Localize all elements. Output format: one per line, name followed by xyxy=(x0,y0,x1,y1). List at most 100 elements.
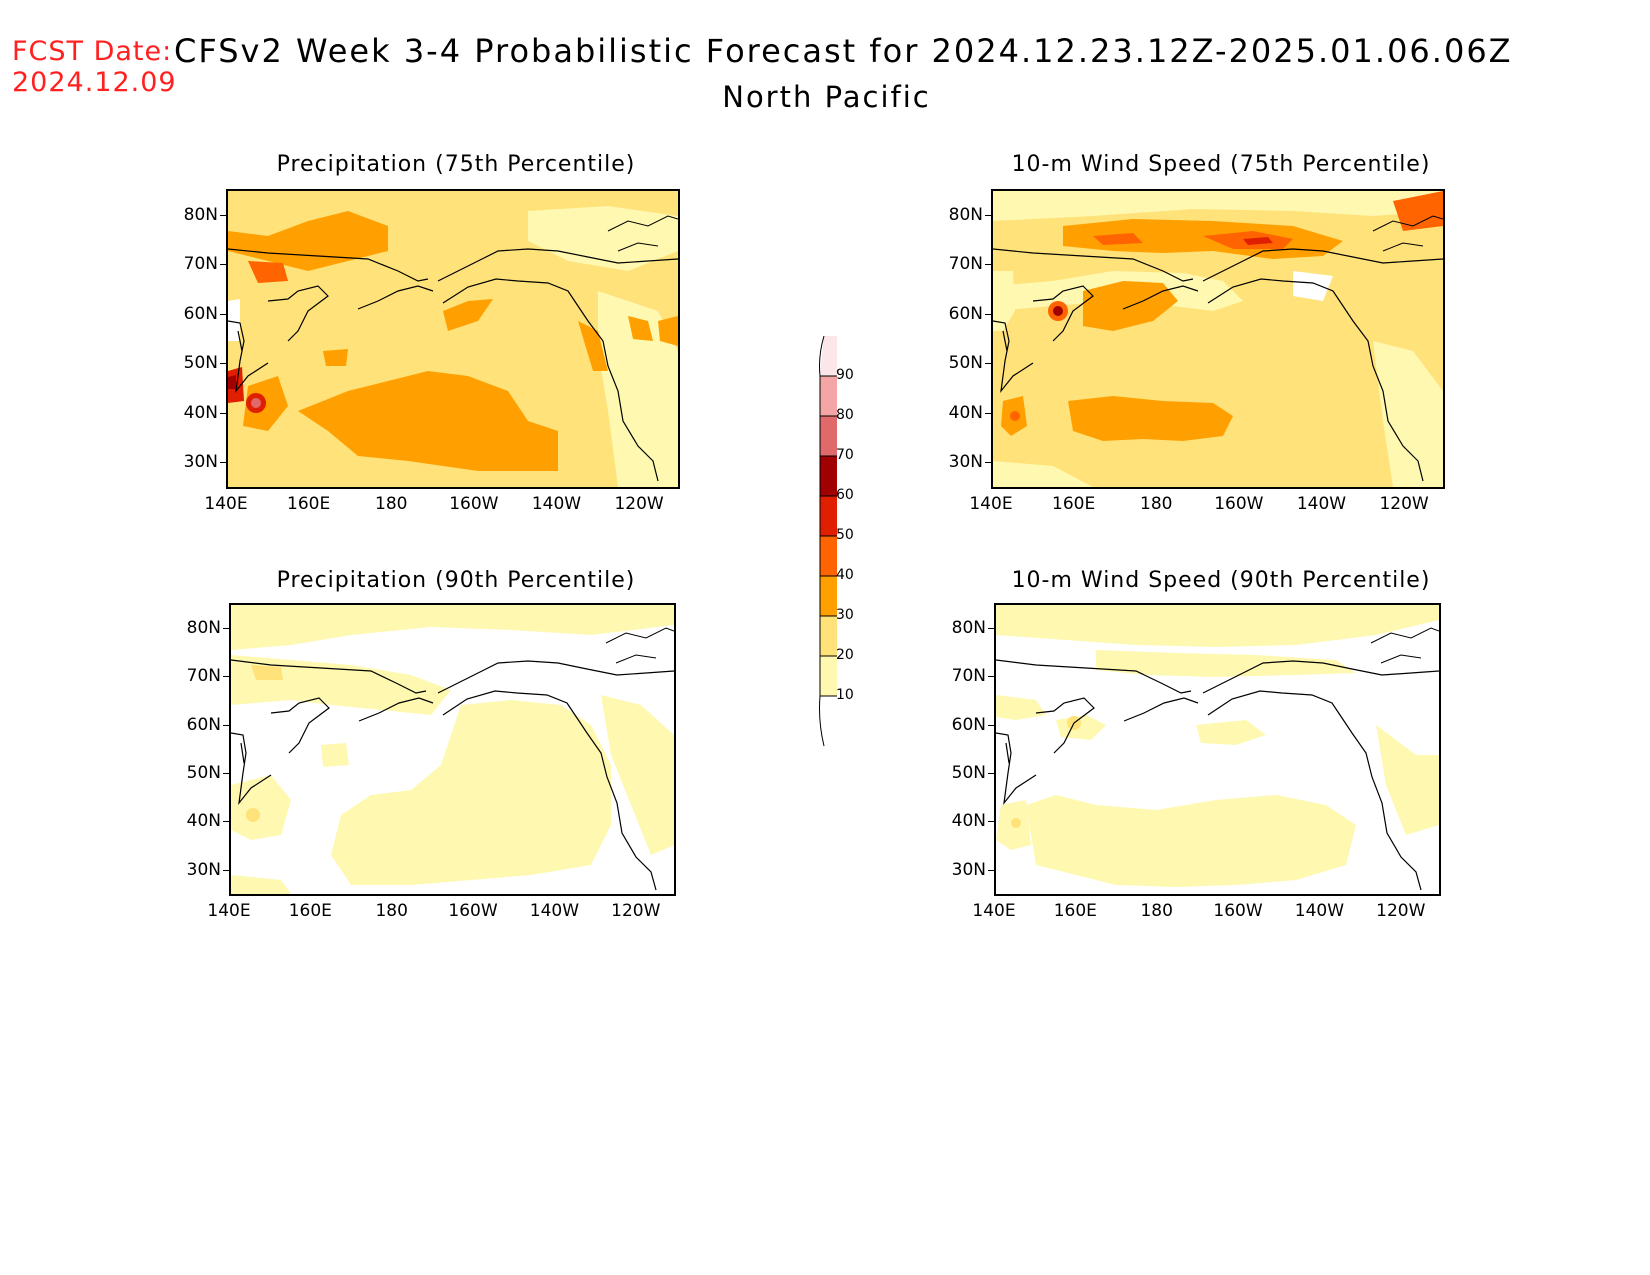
lat-label-w90-40N: 40N xyxy=(951,811,986,832)
lon-label-p75-120W: 120W xyxy=(614,494,664,514)
lon-label-w75-160E: 160E xyxy=(1052,494,1096,514)
lat-tick xyxy=(988,627,994,629)
lat-label-p75-50N: 50N xyxy=(183,353,218,373)
colorbar-label-20: 20 xyxy=(836,647,854,663)
lat-tick xyxy=(988,724,994,726)
colorbar-label-60: 60 xyxy=(836,487,854,503)
lon-label-w90-160W: 160W xyxy=(1213,901,1263,921)
lon-label-w90-140W: 140W xyxy=(1294,901,1345,921)
lat-label-p90-30N: 30N xyxy=(186,859,221,880)
lat-tick xyxy=(220,462,226,463)
page-subtitle: North Pacific xyxy=(722,80,931,114)
lat-tick xyxy=(220,363,226,364)
panel-title-wind-90: 10-m Wind Speed (90th Percentile) xyxy=(1011,568,1431,593)
colorbar-label-40: 40 xyxy=(836,567,854,583)
lat-tick xyxy=(988,676,994,678)
lat-label-p75-40N: 40N xyxy=(183,402,218,423)
colorbar-label-90: 90 xyxy=(836,367,854,383)
colorbar-label-80: 80 xyxy=(836,407,854,423)
lat-label-p90-60N: 60N xyxy=(186,714,221,735)
fcst-date-block: FCST Date: 2024.12.09 xyxy=(12,36,177,98)
lon-label-p75-160E: 160E xyxy=(287,494,331,514)
lat-label-w75-60N: 60N xyxy=(948,303,983,324)
colorbar-swatch-50 xyxy=(820,496,837,536)
lon-label-p75-140W: 140W xyxy=(531,494,582,514)
lat-label-w75-50N: 50N xyxy=(948,353,983,373)
lat-tick xyxy=(220,214,226,216)
map-precip-90 xyxy=(229,603,676,896)
lat-label-w90-70N: 70N xyxy=(951,666,986,687)
fcst-date-value: 2024.12.09 xyxy=(12,67,177,98)
lat-tick xyxy=(220,412,226,414)
lat-label-w90-50N: 50N xyxy=(951,762,986,783)
lon-label-w75-120W: 120W xyxy=(1379,494,1429,514)
colorbar-swatch-70 xyxy=(820,416,837,456)
lat-tick xyxy=(988,772,994,774)
colorbar-swatch-90 xyxy=(820,336,837,376)
lon-label-w90-120W: 120W xyxy=(1376,901,1426,921)
lat-tick xyxy=(985,264,991,265)
map-wind-90 xyxy=(994,603,1441,896)
lon-label-w90-140E: 140E xyxy=(972,901,1016,921)
lat-label-w75-80N: 80N xyxy=(948,204,983,225)
lon-label-p75-180: 180 xyxy=(375,494,408,514)
lat-tick xyxy=(223,869,229,871)
colorbar-label-30: 30 xyxy=(836,607,854,623)
lat-tick xyxy=(988,821,994,823)
colorbar-swatch-40 xyxy=(820,536,837,576)
lat-label-w75-70N: 70N xyxy=(948,254,983,274)
lat-label-p90-80N: 80N xyxy=(186,617,221,638)
lat-tick xyxy=(985,462,991,463)
lon-label-p90-160W: 160W xyxy=(448,901,498,921)
map-wind-75 xyxy=(991,189,1445,489)
fcst-date-label: FCST Date: xyxy=(12,36,173,67)
lat-label-p75-80N: 80N xyxy=(183,204,218,225)
map-precip-75 xyxy=(226,189,680,489)
colorbar-swatch-80 xyxy=(820,376,837,416)
colorbar-swatch-10 xyxy=(820,656,837,696)
lat-tick xyxy=(220,264,226,265)
colorbar-swatch-30 xyxy=(820,576,837,616)
lat-tick xyxy=(223,724,229,726)
panel-title-wind-75: 10-m Wind Speed (75th Percentile) xyxy=(1011,152,1431,177)
lat-tick xyxy=(985,214,991,216)
page-title: CFSv2 Week 3-4 Probabilistic Forecast fo… xyxy=(174,32,1513,70)
lon-label-p90-180: 180 xyxy=(375,901,408,921)
panel-title-precip-75: Precipitation (75th Percentile) xyxy=(276,152,636,177)
lon-label-p90-120W: 120W xyxy=(611,901,661,921)
lat-label-w75-40N: 40N xyxy=(948,402,983,423)
lat-tick xyxy=(223,772,229,774)
lat-label-w90-30N: 30N xyxy=(951,859,986,880)
lat-label-w90-60N: 60N xyxy=(951,714,986,735)
colorbar-label-70: 70 xyxy=(836,447,854,463)
lon-label-w90-180: 180 xyxy=(1140,901,1173,921)
colorbar-swatch-60 xyxy=(820,456,837,496)
lat-tick xyxy=(985,363,991,364)
lat-tick xyxy=(220,313,226,315)
lat-tick xyxy=(223,627,229,629)
lon-label-p90-160E: 160E xyxy=(288,901,332,921)
lon-label-w75-160W: 160W xyxy=(1214,494,1264,514)
lon-label-p90-140E: 140E xyxy=(207,901,251,921)
colorbar xyxy=(819,336,837,746)
lat-tick xyxy=(988,869,994,871)
lat-tick xyxy=(223,821,229,823)
lon-label-p75-160W: 160W xyxy=(449,494,499,514)
lon-label-w75-140E: 140E xyxy=(969,494,1013,514)
lat-label-p90-70N: 70N xyxy=(186,666,221,687)
lat-label-p90-40N: 40N xyxy=(186,811,221,832)
colorbar-swatch-20 xyxy=(820,616,837,656)
lon-label-p90-140W: 140W xyxy=(529,901,580,921)
colorbar-label-50: 50 xyxy=(836,527,854,543)
lat-label-p90-50N: 50N xyxy=(186,762,221,783)
lat-tick xyxy=(985,412,991,414)
lat-tick xyxy=(985,313,991,315)
lat-label-p75-30N: 30N xyxy=(183,452,218,472)
lon-label-p75-140E: 140E xyxy=(204,494,248,514)
lat-tick xyxy=(223,676,229,678)
lat-label-w75-30N: 30N xyxy=(948,452,983,472)
lon-label-w90-160E: 160E xyxy=(1053,901,1097,921)
lat-label-p75-60N: 60N xyxy=(183,303,218,324)
lat-label-w90-80N: 80N xyxy=(951,617,986,638)
panel-title-precip-90: Precipitation (90th Percentile) xyxy=(276,568,636,593)
